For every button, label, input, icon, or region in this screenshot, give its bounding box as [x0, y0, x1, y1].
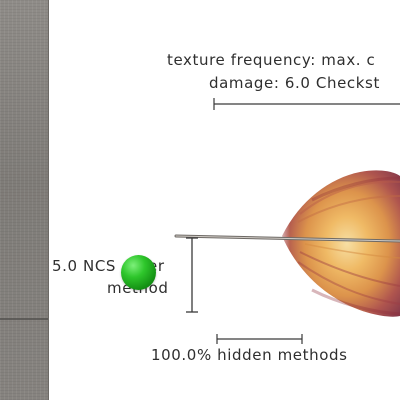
hidden-methods-scale-bar — [216, 334, 303, 344]
green-sphere-marker[interactable] — [121, 255, 156, 290]
texture-frequency-label: texture frequency: max. c — [167, 51, 376, 69]
hidden-methods-label: 100.0% hidden methods — [151, 346, 348, 364]
feather-glyph — [174, 170, 400, 320]
damage-label: damage: 6.0 Checkst — [209, 74, 380, 92]
panel-seam — [0, 318, 48, 320]
textured-side-panel — [0, 0, 49, 400]
frequency-scale-bar — [213, 98, 400, 110]
ncs-scale-bar — [186, 237, 198, 313]
ncs-label-prefix: 5.0 NCS — [52, 257, 117, 275]
